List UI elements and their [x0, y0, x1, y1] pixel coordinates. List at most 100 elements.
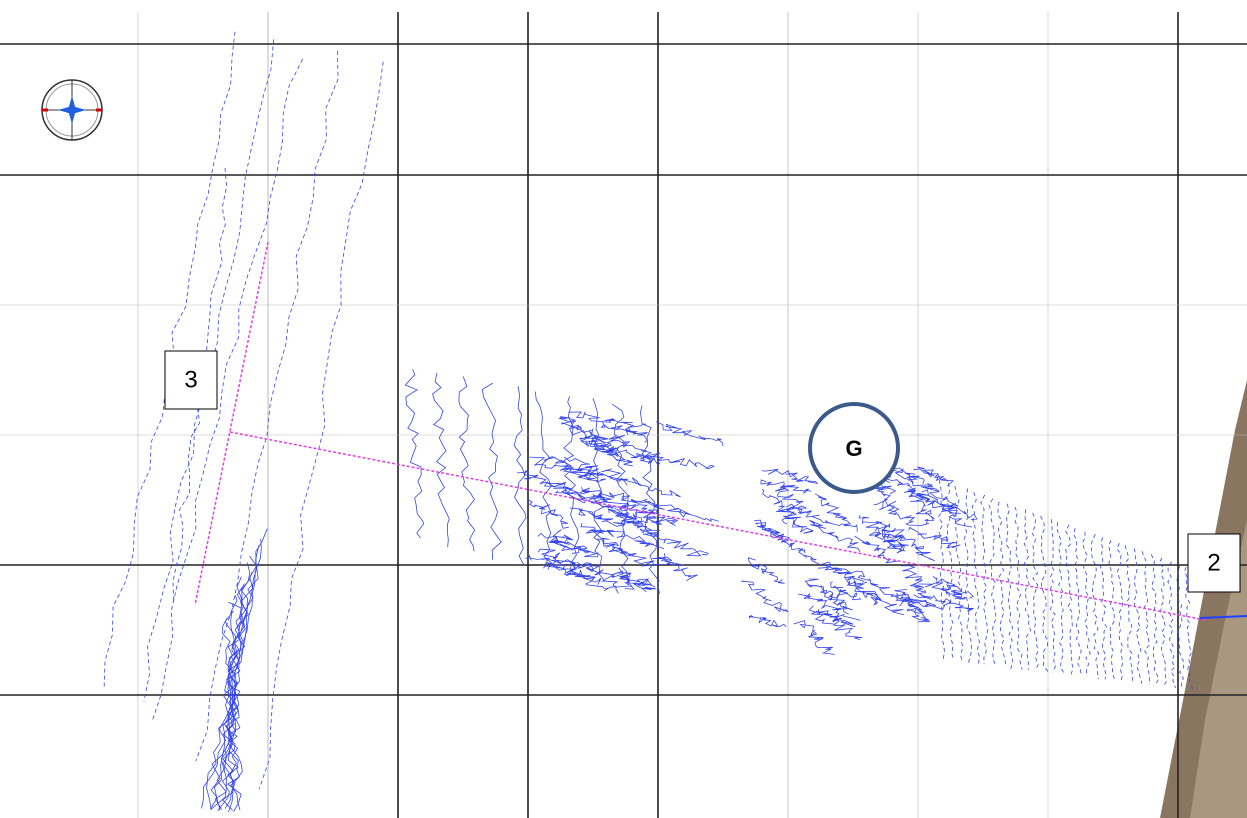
contour	[844, 577, 905, 616]
contour	[886, 529, 935, 562]
contour	[783, 506, 814, 534]
contour	[1108, 540, 1116, 681]
contour	[1158, 557, 1167, 687]
survey-line	[194, 241, 269, 606]
contour	[529, 456, 607, 483]
contour	[817, 564, 868, 585]
marker-g: G	[808, 402, 900, 494]
contour	[636, 452, 716, 470]
contour	[552, 529, 599, 558]
contour	[846, 581, 882, 606]
contour	[1065, 524, 1074, 675]
contour	[545, 559, 602, 585]
contour	[1090, 534, 1100, 679]
contour	[920, 482, 978, 521]
contour	[830, 581, 862, 601]
contour	[217, 576, 246, 811]
contour	[747, 557, 785, 584]
contour	[809, 519, 861, 553]
contour	[432, 372, 450, 548]
contour	[997, 501, 1007, 667]
contour	[913, 594, 974, 612]
contour	[222, 618, 243, 811]
contour	[1116, 543, 1124, 682]
contour	[878, 476, 931, 500]
contour	[1082, 531, 1091, 677]
contour	[971, 491, 980, 665]
contour	[568, 411, 646, 428]
contour	[775, 486, 811, 515]
contour	[858, 514, 906, 548]
contour	[1049, 519, 1056, 673]
contour	[611, 572, 656, 588]
contour	[1124, 545, 1134, 682]
contour	[1031, 512, 1039, 671]
contour	[755, 522, 791, 543]
marker-2: 2	[1187, 533, 1241, 593]
contour	[954, 485, 964, 663]
contour	[873, 500, 930, 526]
contour	[1014, 506, 1023, 670]
contour	[516, 469, 569, 495]
contour	[980, 494, 989, 665]
contour	[1141, 551, 1150, 685]
contour	[938, 479, 945, 660]
contour	[611, 567, 657, 593]
contour	[537, 548, 595, 578]
survey-lines	[194, 241, 1247, 621]
contour	[597, 538, 667, 567]
contour	[224, 601, 242, 809]
contour	[798, 593, 861, 621]
contour	[527, 498, 569, 529]
contour	[576, 561, 635, 590]
compass-needle	[58, 106, 86, 114]
contour	[869, 526, 906, 552]
contour	[652, 553, 698, 582]
contour	[600, 421, 649, 443]
marker-3: 3	[164, 350, 218, 410]
contour	[1133, 548, 1143, 684]
contour	[1150, 554, 1160, 686]
contour	[513, 386, 527, 566]
contour	[221, 594, 239, 811]
marker-label: 3	[184, 366, 197, 393]
contour	[195, 50, 339, 762]
contours	[103, 31, 1193, 813]
contour	[1073, 528, 1082, 677]
contour	[918, 582, 974, 599]
contour	[607, 508, 662, 525]
contour	[580, 522, 628, 558]
contour	[563, 396, 580, 575]
contour	[656, 421, 724, 447]
contour	[741, 580, 789, 613]
contour	[946, 483, 955, 661]
contour	[785, 503, 849, 527]
contour	[848, 570, 905, 607]
contour	[222, 583, 245, 813]
contour	[921, 489, 972, 528]
contour	[913, 466, 955, 487]
contour	[895, 593, 929, 621]
contour	[618, 503, 679, 527]
contour	[458, 376, 476, 552]
contour	[963, 488, 972, 664]
contour	[1167, 561, 1176, 688]
contour	[901, 565, 927, 597]
marker-circle	[808, 402, 900, 494]
contour	[1006, 503, 1014, 670]
contour	[761, 489, 795, 525]
contour	[793, 620, 835, 655]
contour	[1176, 564, 1185, 689]
marker-label: G	[845, 436, 862, 461]
contour	[560, 418, 610, 448]
contour	[201, 528, 268, 809]
contour	[404, 369, 425, 539]
marker-box	[164, 350, 218, 410]
contour	[563, 456, 628, 486]
contour	[748, 614, 787, 628]
contour	[592, 398, 605, 581]
contour	[589, 528, 665, 550]
survey-line	[1199, 615, 1247, 619]
marker-box	[1187, 533, 1241, 593]
